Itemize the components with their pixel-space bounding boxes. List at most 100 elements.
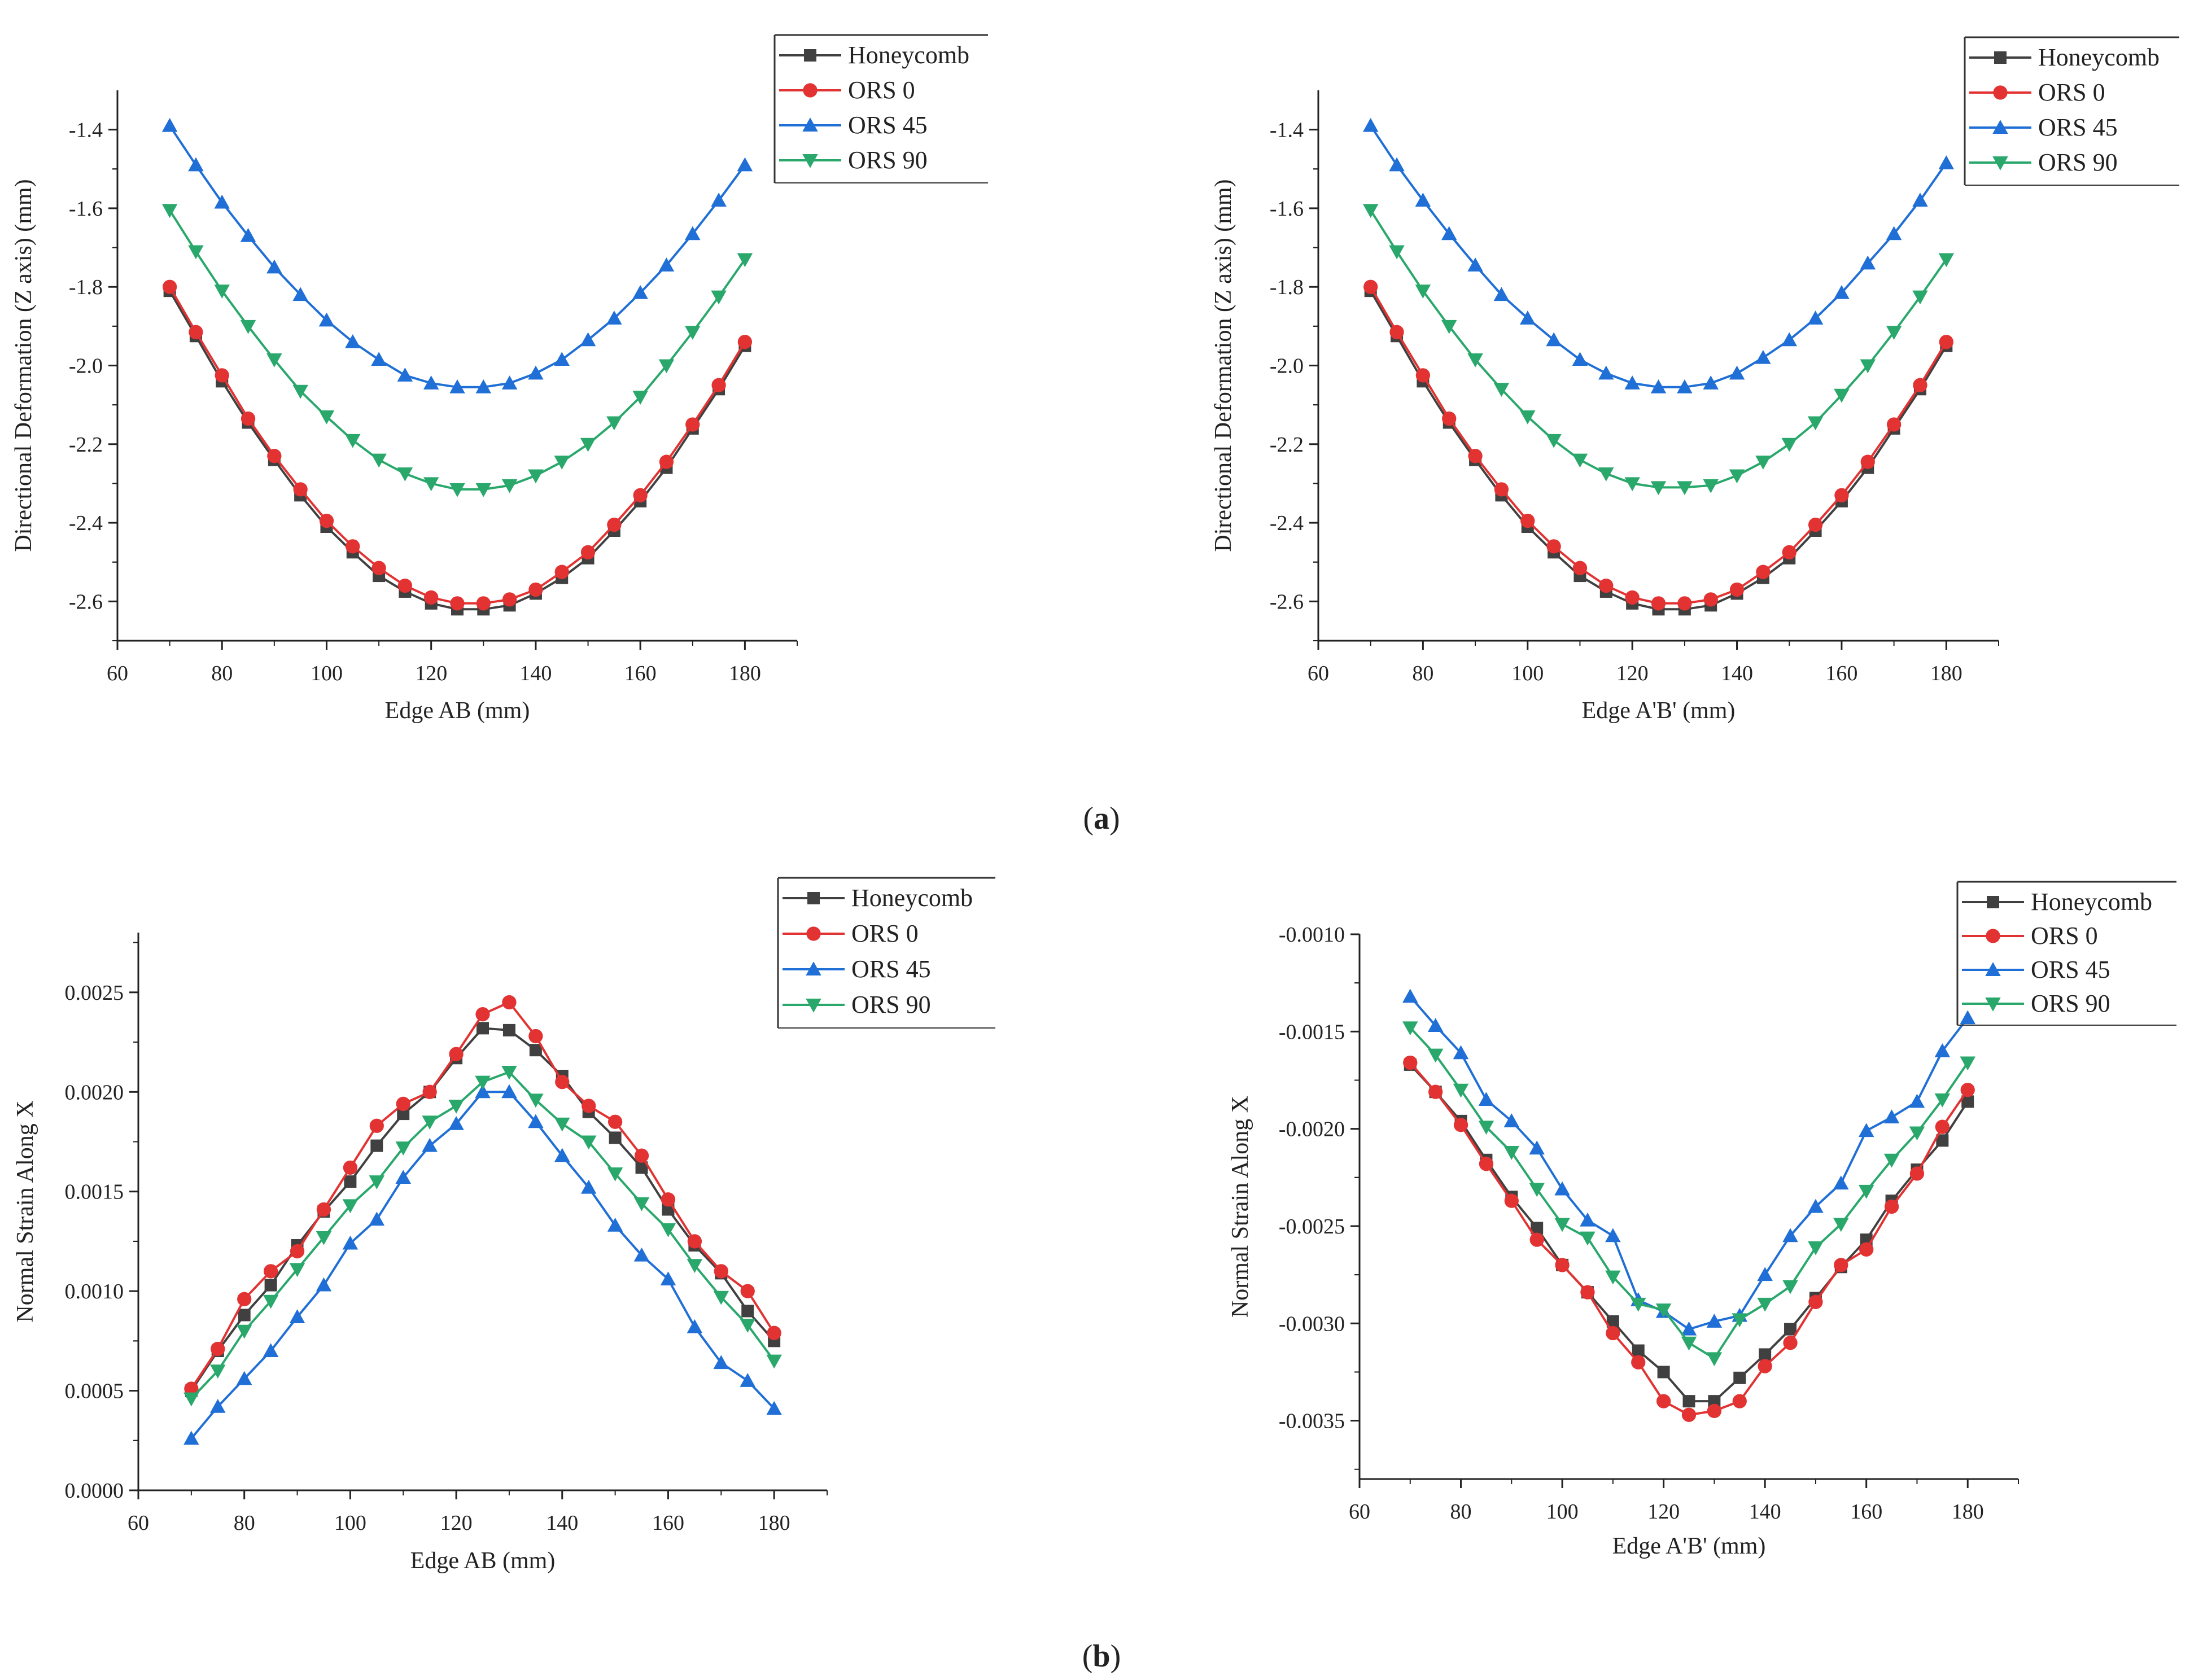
data-point [318,410,335,425]
data-point [241,411,256,426]
data-point [528,1114,544,1128]
series-line [168,286,746,605]
legend-marker [1985,962,2001,976]
data-point [1389,157,1405,172]
data-point [1529,1183,1545,1197]
data-point [1784,1323,1797,1336]
data-point [1833,1218,1849,1232]
data-point [501,1084,517,1099]
data-point [714,1264,728,1279]
series-ors-0 [184,995,781,1396]
x-tick-label: 120 [440,1511,473,1535]
legend-item-ors-0: ORS 0 [783,920,919,947]
data-point [422,1084,437,1099]
data-point [424,590,439,605]
data-point [635,1161,648,1174]
legend-marker [802,117,818,132]
x-tick-label: 180 [1952,1500,1984,1524]
y-tick-label: 0.0015 [65,1180,124,1204]
data-point [316,1202,331,1217]
legend-label: ORS 0 [848,76,915,104]
data-point [1912,193,1928,207]
data-point [607,1167,623,1182]
y-tick-label: 0.0010 [65,1280,124,1303]
data-point [1886,326,1902,340]
data-point [1807,416,1824,431]
series-line [1370,209,1947,489]
data-point [1757,1297,1773,1312]
data-point [423,375,439,390]
series-honeycomb [1364,285,1953,616]
data-point [580,332,596,347]
data-point [1493,383,1510,397]
data-point [238,1309,251,1322]
x-tick-label: 140 [1721,662,1753,685]
data-point [1732,1313,1748,1328]
data-point [1580,1285,1595,1300]
legend-item-honeycomb: Honeycomb [1962,888,2152,916]
data-point [502,592,517,607]
data-point [1729,469,1745,484]
y-tick-label: -2.2 [69,433,103,457]
y-tick-label: -1.6 [69,197,103,221]
data-point [582,1099,596,1113]
data-point [423,477,439,492]
data-point [475,379,492,393]
legend: Honeycomb ORS 0 ORS 45 ORS 90 [777,877,995,1029]
data-point [1467,353,1483,368]
data-point [318,312,335,327]
data-point [607,517,622,532]
data-point [1886,226,1902,240]
data-point [554,1117,570,1132]
data-point [1703,479,1719,493]
data-point [189,325,203,339]
data-point [766,1354,782,1369]
data-point [346,539,360,554]
data-point [1453,1118,1468,1132]
data-point [1598,467,1614,482]
data-point [1427,1048,1444,1063]
data-point [1677,481,1693,496]
data-point [1650,481,1667,496]
data-point [737,335,753,349]
data-point [475,1075,491,1090]
data-point [634,1148,649,1163]
y-axis-label: Normal Strain Along X [1227,1096,1253,1318]
data-point [289,1263,305,1278]
data-point [1554,1218,1570,1232]
x-axis-label: Edge A'B' (mm) [1582,698,1736,724]
data-point [528,365,544,380]
legend-item-ors-45: ORS 45 [779,111,928,139]
data-point [371,352,387,366]
data-point [1732,1394,1747,1408]
data-point [1478,1092,1494,1106]
legend-item-ors-90: ORS 90 [779,146,928,174]
y-tick-label: 0.0020 [65,1080,124,1104]
data-point [1733,1371,1746,1384]
data-point [1677,379,1693,393]
data-point [1783,1336,1798,1350]
series-line [1409,1027,1969,1360]
data-point [162,279,177,294]
data-point [1860,454,1875,469]
data-point [580,1135,597,1150]
data-point [342,1199,359,1214]
legend-label: ORS 0 [851,920,919,947]
series-honeycomb [163,285,751,616]
data-point [316,1277,332,1292]
data-point [1681,1321,1697,1336]
legend-label: ORS 45 [848,111,928,139]
legend-label: ORS 90 [848,146,928,174]
series-line [190,1001,775,1390]
series-line [1369,290,1948,611]
data-point [319,513,334,528]
data-point [1631,1355,1646,1370]
data-point [1572,352,1588,366]
legend-marker [806,999,821,1013]
data-point [1729,365,1745,380]
data-point [740,1319,755,1333]
y-tick-label: -0.0025 [1279,1215,1345,1239]
data-point [501,1066,517,1080]
data-point [1883,1153,1900,1168]
data-point [475,483,492,497]
